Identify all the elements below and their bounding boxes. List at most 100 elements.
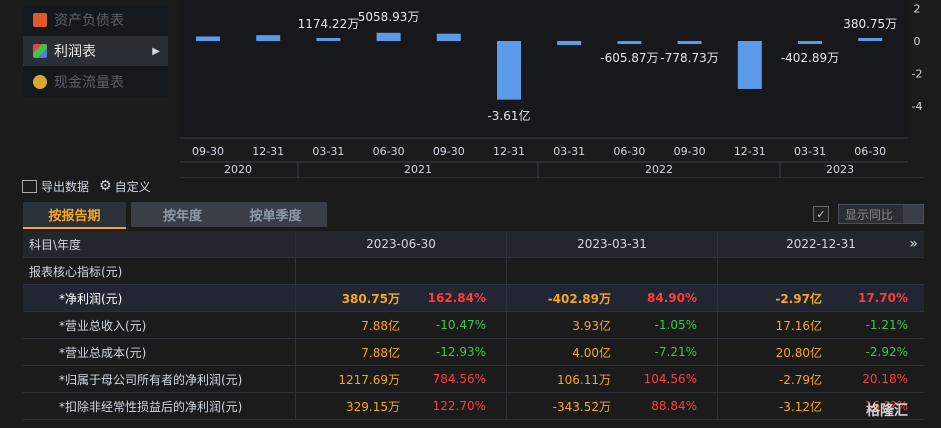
yoy-growth: 104.56% [643, 372, 697, 386]
table-row[interactable]: *扣除非经常性损益后的净利润(元) 329.15万 122.70% -343.52万 8… [23, 393, 924, 420]
value-cell: -3.12亿 16.??% [718, 393, 924, 419]
data-label: -605.87万 [600, 51, 658, 65]
table-row[interactable]: *营业总收入(元) 7.88亿 -10.47% 3.93亿 -1.05% 17.16亿 -1… [23, 312, 924, 339]
bar [677, 41, 702, 44]
yoy-growth: 84.90% [647, 291, 697, 305]
yoy-growth: 162.84% [427, 291, 486, 305]
cashflow-icon [33, 75, 47, 89]
data-label: -402.89万 [781, 51, 839, 65]
bar [798, 41, 822, 44]
value-cell: 20.80亿 -2.92% [718, 339, 924, 365]
sidebar-item-label: 利润表 [54, 44, 96, 60]
bar [376, 32, 401, 41]
yoy-growth: 88.84% [651, 399, 697, 413]
header-period-label: 2022-12-31 [786, 237, 856, 251]
balance-sheet-icon [33, 13, 47, 27]
y-tick-label: -4 [912, 100, 923, 113]
row-label: *扣除非经常性损益后的净利润(元) [23, 393, 296, 419]
section-row: 报表核心指标(元) [23, 258, 924, 285]
value-cell: 106.11万 104.56% [507, 366, 718, 392]
export-icon [22, 179, 37, 193]
sidebar-item-income-statement[interactable]: 利润表 ▶ [23, 36, 168, 66]
yoy-select[interactable]: 显示同比 [838, 204, 924, 224]
header-period[interactable]: 2023-03-31 [507, 231, 718, 257]
row-label: *营业总成本(元) [23, 339, 296, 365]
value: 106.11万 [557, 372, 611, 387]
year-label: 2020 [224, 163, 252, 176]
gear-icon: ⚙ [99, 178, 112, 194]
export-label: 导出数据 [41, 179, 90, 194]
x-tick-label: 03-31 [553, 145, 585, 158]
x-tick-label: 06-30 [613, 145, 645, 158]
bar [436, 33, 461, 41]
value: 380.75万 [341, 291, 400, 306]
value: -2.79亿 [778, 372, 822, 387]
sidebar-item-label: 现金流量表 [54, 75, 124, 91]
value-cell: 7.88亿 -12.93% [296, 339, 507, 365]
export-data-button[interactable]: 导出数据 [22, 178, 89, 195]
yoy-growth: -10.47% [435, 318, 486, 332]
bar [557, 41, 582, 46]
yoy-growth: 122.70% [432, 399, 486, 413]
sidebar-item-cashflow[interactable]: 现金流量表 [23, 67, 168, 97]
value-cell: -2.97亿 17.70% [718, 285, 924, 311]
report-sidebar: 资产负债表 利润表 ▶ 现金流量表 [23, 5, 168, 97]
x-tick-label: 12-31 [734, 145, 766, 158]
customize-label: 自定义 [114, 179, 151, 194]
yoy-growth: -2.92% [865, 345, 908, 359]
tab-by-quarter[interactable]: 按单季度 [224, 202, 327, 227]
yoy-growth: -1.05% [654, 318, 697, 332]
value: 7.88亿 [361, 345, 400, 360]
yoy-growth: -12.93% [435, 345, 486, 359]
income-statement-icon [33, 44, 47, 58]
row-label: *营业总收入(元) [23, 312, 296, 338]
sidebar-item-label: 资产负债表 [54, 13, 124, 29]
table-row[interactable]: *营业总成本(元) 7.88亿 -12.93% 4.00亿 -7.21% 20.80亿 -2… [23, 339, 924, 366]
x-tick-label: 12-31 [493, 145, 525, 158]
yoy-control: ✓ 显示同比 [813, 204, 924, 224]
empty-cell [296, 258, 507, 284]
bar [256, 35, 281, 41]
bar [737, 41, 762, 89]
value-cell: 7.88亿 -10.47% [296, 312, 507, 338]
row-label: *归属于母公司所有者的净利润(元) [23, 366, 296, 392]
empty-cell [507, 258, 718, 284]
tab-by-year[interactable]: 按年度 [131, 202, 234, 227]
data-label: 380.75万 [843, 17, 897, 31]
value: -343.52万 [552, 399, 611, 414]
yoy-select-label: 显示同比 [845, 207, 894, 222]
more-columns-icon[interactable]: » [909, 236, 918, 252]
table-row[interactable]: *净利润(元) 380.75万 162.84% -402.89万 84.90% -2.97… [23, 285, 924, 312]
dropdown-icon [903, 205, 923, 223]
data-label: 1174.22万 [298, 17, 360, 31]
value-cell: -343.52万 88.84% [507, 393, 718, 419]
year-label: 2021 [404, 163, 432, 176]
chevron-right-icon: ▶ [152, 45, 160, 57]
bar [617, 41, 642, 44]
year-label: 2023 [826, 163, 854, 176]
bar [497, 41, 521, 100]
x-tick-label: 06-30 [373, 145, 405, 158]
y-tick-label: -2 [912, 68, 923, 81]
tab-by-report-period[interactable]: 按报告期 [23, 202, 126, 229]
data-label: -778.73万 [660, 51, 718, 65]
row-label: *净利润(元) [23, 285, 296, 311]
table-row[interactable]: *归属于母公司所有者的净利润(元) 1217.69万 784.56% 106.11万 1… [23, 366, 924, 393]
sidebar-item-balance-sheet[interactable]: 资产负债表 [23, 5, 168, 35]
value: 7.88亿 [361, 318, 400, 333]
empty-cell [718, 258, 924, 284]
value: 329.15万 [346, 399, 400, 414]
table-header: 科目\年度 2023-06-30 2023-03-31 2022-12-31 » [23, 231, 924, 258]
customize-button[interactable]: ⚙ 自定义 [99, 178, 151, 195]
header-period[interactable]: 2023-06-30 [296, 231, 507, 257]
x-tick-label: 03-31 [794, 145, 826, 158]
bar-chart: 2 0 -2 -4 09-30 12-31 03-31 1174.22万 06-30 5058.9… [180, 0, 924, 178]
yoy-growth: 16.??% [864, 399, 908, 413]
value-cell: 1217.69万 784.56% [296, 366, 507, 392]
year-label: 2022 [645, 163, 673, 176]
section-label: 报表核心指标(元) [23, 258, 296, 284]
value-cell: 3.93亿 -1.05% [507, 312, 718, 338]
yoy-checkbox[interactable]: ✓ [813, 206, 829, 222]
header-period[interactable]: 2022-12-31 » [718, 231, 924, 257]
value: 4.00亿 [572, 345, 611, 360]
